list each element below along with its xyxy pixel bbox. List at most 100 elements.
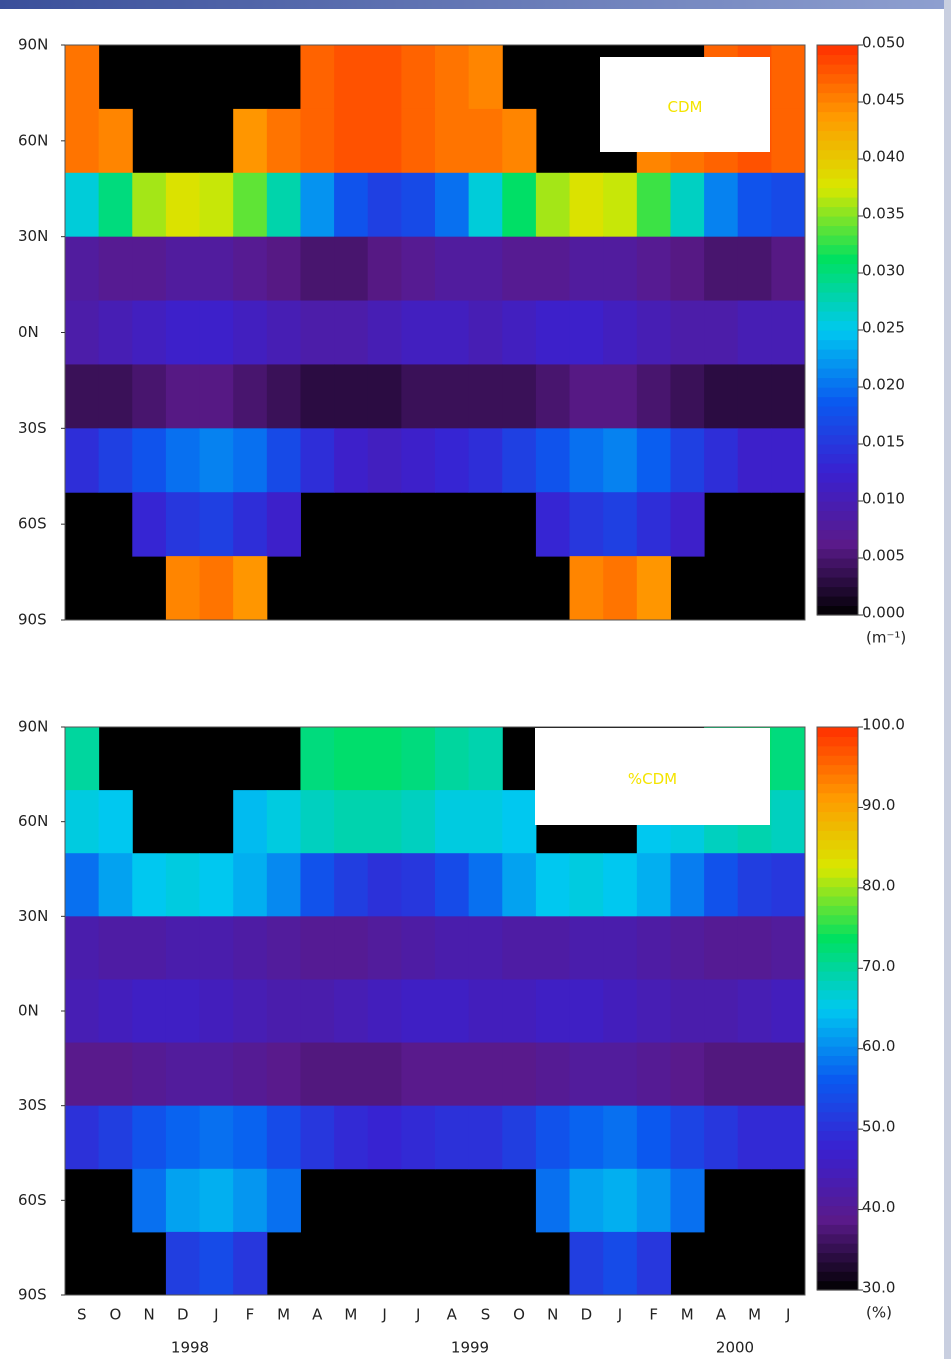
heatmap-cell [165, 236, 201, 302]
colorbar-segment [817, 510, 858, 521]
heatmap-cell [569, 1231, 604, 1296]
heatmap-cell [300, 916, 335, 980]
heatmap-cell [704, 1042, 739, 1107]
colorbar-segment [817, 914, 858, 925]
colorbar-segment [817, 273, 858, 284]
colorbar-segment [817, 886, 858, 897]
heatmap-cell [65, 236, 100, 302]
heatmap-cell [435, 172, 470, 238]
colorbar-segment [817, 121, 858, 132]
colorbar-segment [817, 1083, 858, 1094]
heatmap-cell [132, 853, 167, 917]
colorbar-tick-label: 80.0 [862, 876, 895, 894]
heatmap-cell [233, 300, 268, 365]
x-tick-label: A [716, 1306, 727, 1324]
x-tick-label: F [246, 1306, 255, 1324]
heatmap-cell [502, 172, 537, 238]
heatmap-cell [603, 1168, 638, 1233]
heatmap-cell [704, 428, 739, 493]
heatmap-cell [670, 492, 705, 557]
x-tick-label: D [177, 1306, 189, 1324]
heatmap-cell [468, 1105, 503, 1170]
heatmap-cell [65, 979, 100, 1044]
colorbar-tick-label: 0.015 [862, 433, 905, 451]
heatmap-cell [435, 428, 470, 493]
colorbar-segment [817, 482, 858, 493]
colorbar-segment [817, 773, 858, 784]
heatmap-cell [132, 428, 167, 493]
heatmap-cell [401, 364, 436, 429]
heatmap-cell [468, 45, 503, 110]
heatmap-cell [468, 916, 503, 980]
heatmap-cell [569, 236, 604, 302]
colorbar-segment [817, 54, 858, 65]
heatmap-cell [300, 1105, 335, 1170]
heatmap-cell [535, 236, 571, 302]
heatmap-cell [468, 236, 503, 302]
heatmap-cell [300, 428, 335, 493]
heatmap-cell [502, 428, 537, 493]
heatmap-cell [300, 979, 335, 1044]
colorbar-segment [817, 877, 858, 888]
x-tick-label: M [277, 1306, 290, 1324]
heatmap-cell [636, 916, 671, 980]
colorbar-segment [817, 159, 858, 170]
colorbar-segment [817, 406, 858, 417]
heatmap-cell [233, 1231, 268, 1296]
heatmap-cell [468, 727, 503, 791]
heatmap-cell [367, 853, 402, 917]
colorbar-segment [817, 905, 858, 916]
heatmap-cell [165, 364, 201, 429]
colorbar-segment [817, 558, 858, 569]
heatmap-cell [535, 853, 571, 917]
heatmap-cell [535, 492, 571, 557]
heatmap-cell [199, 556, 234, 621]
heatmap-cell [603, 172, 638, 238]
colorbar-segment [817, 1149, 858, 1160]
colorbar-segment [817, 45, 858, 56]
colorbar-segment [817, 149, 858, 160]
heatmap-cell [165, 492, 201, 557]
colorbar-segment [817, 933, 858, 944]
heatmap-cell [300, 364, 335, 429]
colorbar-segment [817, 453, 858, 464]
colorbar-segment [817, 444, 858, 455]
right-border [944, 0, 951, 1359]
heatmap-cell [401, 727, 436, 791]
heatmap-cell [300, 45, 335, 110]
heatmap-cell [65, 853, 100, 917]
heatmap-cell [502, 108, 537, 174]
colorbar-segment [817, 168, 858, 179]
colorbar-segment [817, 839, 858, 850]
colorbar-segment [817, 567, 858, 578]
heatmap-cell [771, 300, 806, 365]
heatmap-cell [233, 172, 268, 238]
heatmap-cell [569, 364, 604, 429]
heatmap-cell [737, 1042, 772, 1107]
heatmap-cell [233, 853, 268, 917]
heatmap-cell [771, 108, 806, 174]
y-tick-label: 60N [18, 131, 48, 149]
colorbar-segment [817, 1139, 858, 1150]
colorbar-segment [817, 858, 858, 869]
heatmap-cell [98, 1042, 133, 1107]
colorbar-segment [817, 596, 858, 607]
colorbar-segment [817, 1036, 858, 1047]
heatmap-cell [98, 300, 133, 365]
colorbar-segment [817, 745, 858, 756]
colorbar-segment [817, 1252, 858, 1263]
colorbar-segment [817, 178, 858, 189]
x-tick-label: O [513, 1306, 525, 1324]
heatmap-cell [233, 790, 268, 854]
heatmap-cell [535, 1168, 571, 1233]
heatmap-cell [636, 1105, 671, 1170]
heatmap-cell [670, 979, 705, 1044]
y-tick-label: 60S [18, 1191, 47, 1209]
heatmap-cell [670, 1042, 705, 1107]
heatmap-cell [535, 979, 571, 1044]
colorbar-segment [817, 111, 858, 122]
x-tick-label: D [581, 1306, 593, 1324]
heatmap-cell [636, 236, 671, 302]
heatmap-cell [334, 790, 369, 854]
colorbar-segment [817, 235, 858, 246]
